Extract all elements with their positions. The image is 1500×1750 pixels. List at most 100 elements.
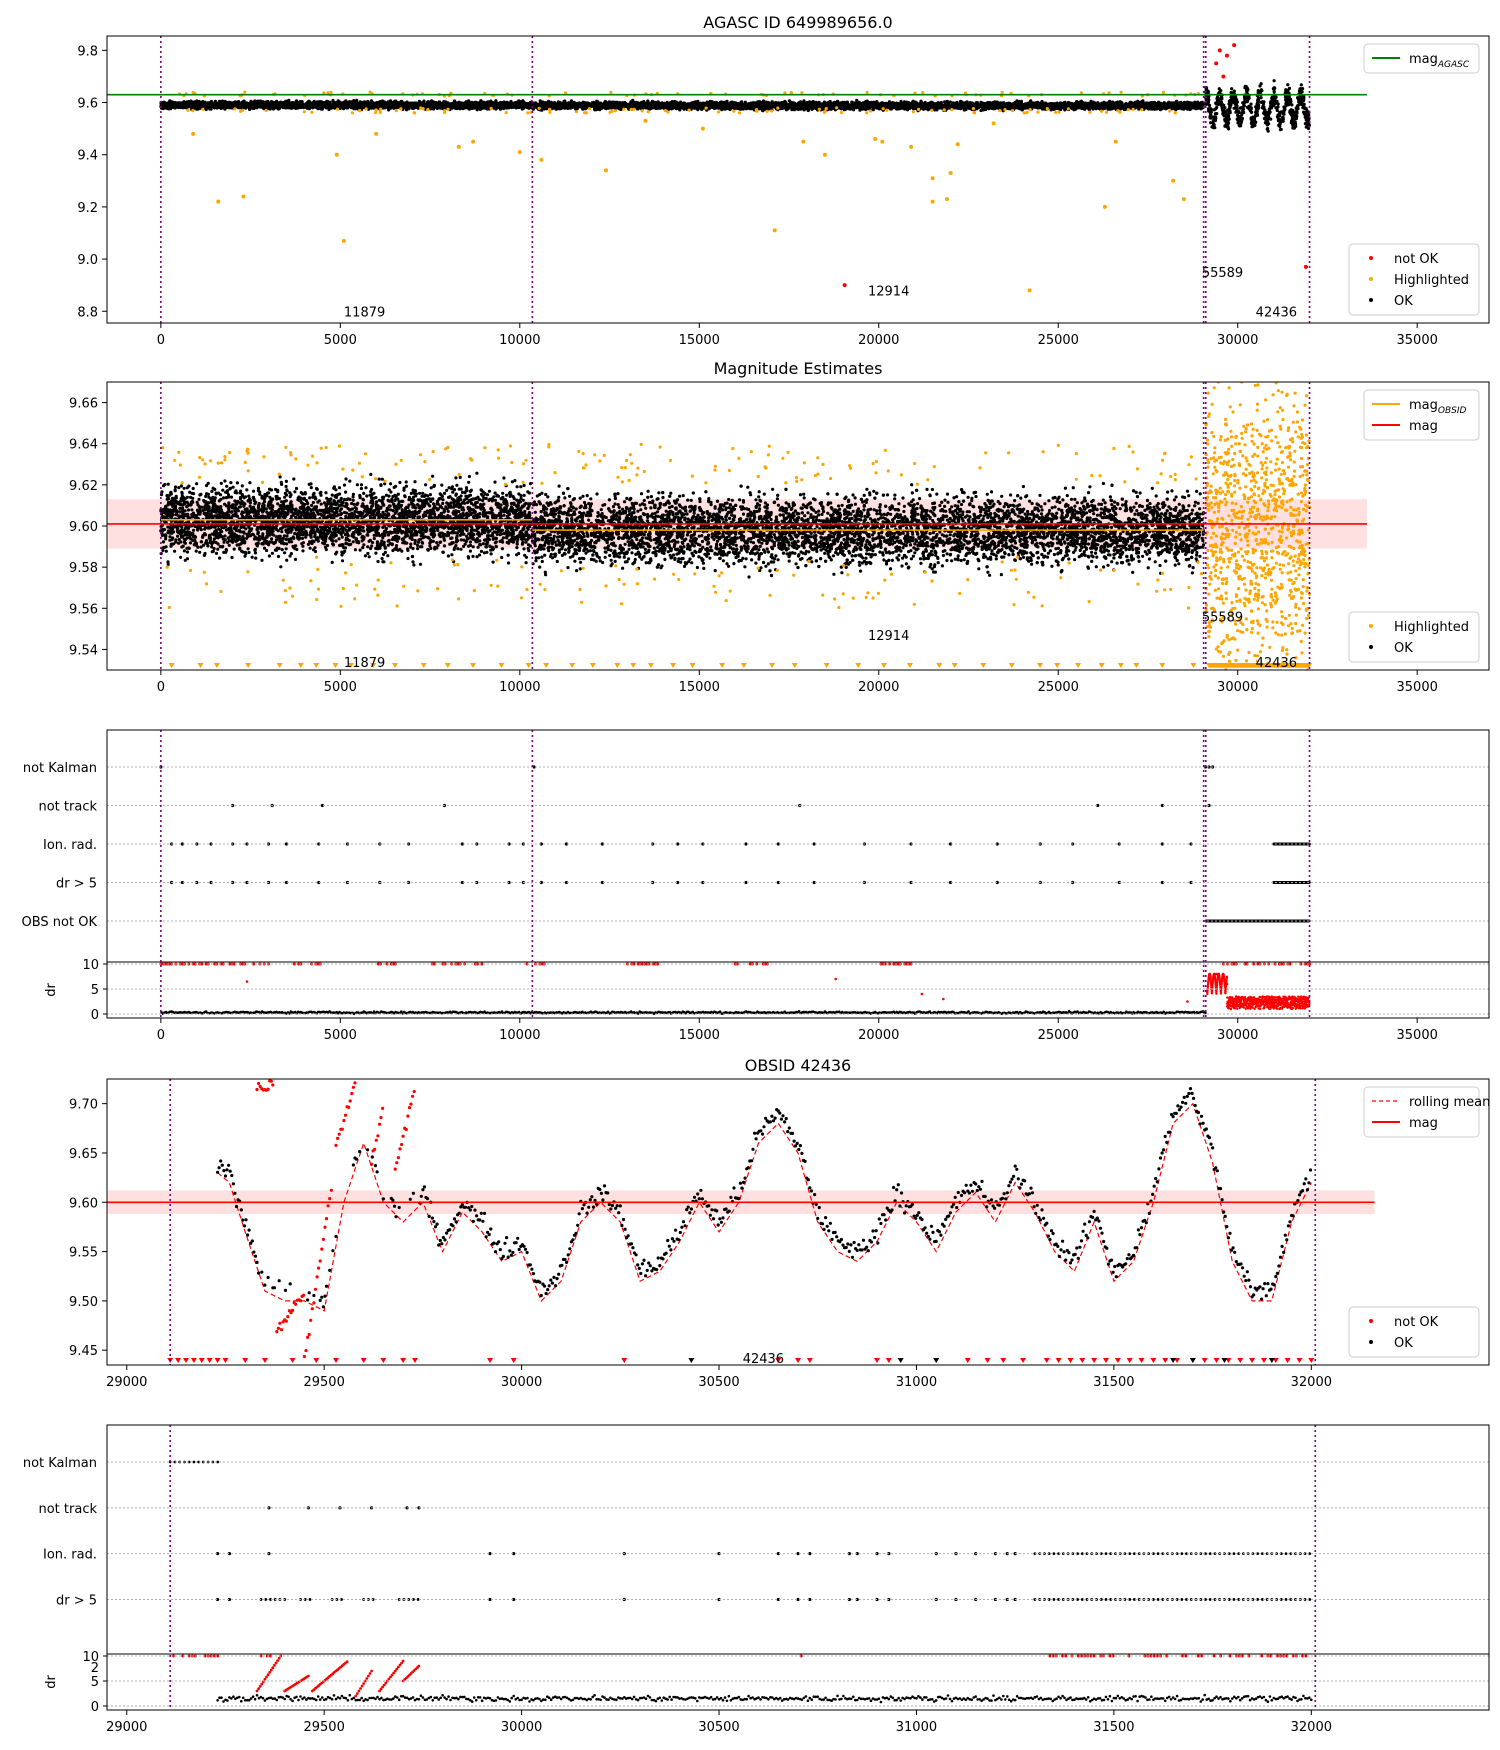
data-point [287,103,291,107]
data-point [433,100,437,105]
data-point [390,104,394,108]
data-point [319,100,323,104]
data-point [212,103,216,108]
data-point [444,103,448,107]
data-point [408,103,412,108]
data-point [251,104,255,108]
data-point [243,102,248,106]
data-point [367,104,371,108]
data-point [322,103,326,107]
data-point [491,101,495,105]
data-point [276,101,280,105]
data-point [511,104,515,108]
data-point [183,101,187,105]
data-point [187,100,191,104]
data-point [394,105,398,109]
data-point [176,105,180,109]
data-point [290,102,294,106]
data-point [366,100,370,104]
data-point [404,102,408,106]
data-point [218,103,222,108]
data-point [268,107,272,111]
data-point [461,107,465,111]
data-point [419,102,424,106]
data-point [190,105,194,109]
data-point [272,103,276,107]
data-point [502,106,506,111]
data-point [388,99,392,103]
data-point [504,101,508,106]
data-point [255,100,259,104]
data-point [285,99,289,103]
data-point [504,104,508,108]
data-point [234,101,238,105]
data-point [324,105,328,110]
data-point [200,100,204,104]
data-point [427,100,431,104]
data-point [331,98,335,103]
data-point [235,104,239,108]
chart-1: AGASC ID 649989656.011879129145558942436… [77,13,1490,348]
data-point [294,99,299,103]
plot-area [107,43,1367,293]
data-point [260,105,264,109]
data-point [373,102,377,106]
data-point [334,101,338,105]
data-point [349,102,353,107]
data-point [494,99,498,103]
data-point [180,104,184,108]
data-point [479,99,483,103]
data-point [479,107,483,111]
data-point [222,103,226,107]
data-point [173,101,177,105]
data-point [456,101,460,105]
data-point [316,103,320,107]
data-point [266,100,270,104]
data-point [292,106,296,110]
data-point [448,103,452,107]
data-point [345,101,349,105]
data-point [168,103,172,107]
data-point [261,100,265,104]
data-point [355,98,359,102]
data-point [223,100,227,104]
data-point [294,102,298,106]
data-point [405,108,409,112]
data-point [525,101,529,106]
data-point [377,101,381,105]
data-point [484,101,488,105]
data-point [480,103,484,107]
data-point [319,107,323,111]
data-point [397,101,402,105]
data-point [238,104,242,108]
data-point [308,100,312,104]
data-point [204,105,208,110]
data-point [472,101,476,105]
data-point [302,104,306,108]
data-point [264,104,268,108]
data-point [469,105,473,109]
data-point [312,103,317,108]
data-point [416,104,420,108]
data-point [430,105,434,109]
data-point [327,107,331,112]
data-point [165,102,169,106]
data-point [453,103,457,108]
data-point [243,106,248,110]
data-point [412,101,416,105]
data-point [518,103,523,107]
data-point [464,101,468,105]
data-point [382,104,386,108]
data-point [338,104,342,108]
data-point [329,104,334,108]
data-point [219,106,223,110]
data-point [440,105,444,109]
data-point [342,104,346,108]
data-point [252,100,256,104]
data-point [225,104,229,108]
data-point [385,105,389,109]
series-ok [159,79,1311,133]
data-point [161,107,165,111]
data-point [459,102,463,106]
